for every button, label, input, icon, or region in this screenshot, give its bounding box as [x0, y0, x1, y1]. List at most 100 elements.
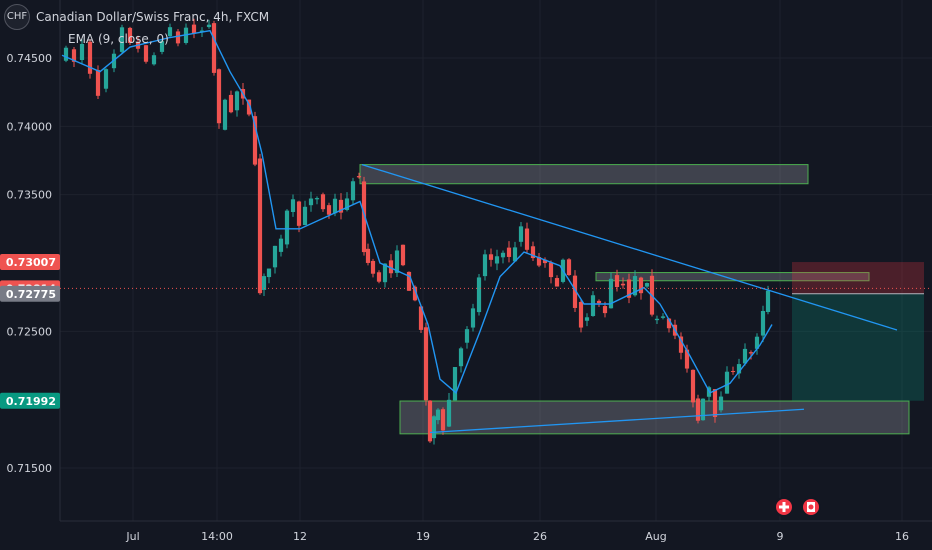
trendlines	[361, 163, 898, 434]
candle-body	[524, 228, 530, 250]
candle-body	[742, 348, 748, 364]
candle-body	[684, 349, 690, 369]
swiss-cross-h	[779, 505, 789, 509]
candle-body	[326, 205, 332, 215]
candle-body	[216, 69, 222, 124]
x-tick-label: 19	[416, 530, 430, 543]
x-tick-label: Aug	[645, 530, 666, 543]
short-position-tool[interactable]	[792, 262, 924, 401]
indicator-label[interactable]: EMA (9, close, 0)	[68, 32, 169, 46]
rectangles	[359, 164, 910, 435]
event-flags[interactable]	[774, 497, 821, 517]
candle-body	[695, 398, 701, 421]
candle-body	[344, 198, 350, 210]
candle-body	[272, 245, 278, 268]
candle-body	[638, 277, 644, 294]
candle-body	[332, 198, 338, 214]
candle-body	[412, 286, 418, 301]
candle-body	[614, 275, 620, 287]
candle-body	[620, 283, 626, 286]
candle-body	[211, 23, 217, 73]
candle-body	[654, 318, 660, 321]
candle-body	[566, 259, 572, 276]
price-tag-label: 0.72775	[6, 288, 56, 301]
x-tick-label: 9	[777, 530, 784, 543]
candle-body	[578, 301, 584, 328]
candle-body	[95, 70, 101, 96]
candle-body	[760, 310, 766, 336]
candle-body	[608, 278, 614, 309]
candle-body	[431, 416, 437, 439]
y-tick-label: 0.74500	[7, 52, 53, 65]
candle-body	[159, 41, 165, 52]
candle-body	[423, 327, 429, 401]
candle-body	[79, 43, 85, 61]
candle-body	[435, 409, 441, 421]
candle-body	[690, 369, 696, 403]
candle-body	[361, 181, 367, 253]
candle-body	[252, 116, 258, 165]
candle-body	[678, 336, 684, 353]
candle-body	[278, 238, 284, 252]
candle-body	[394, 250, 400, 273]
candle-body	[257, 158, 263, 294]
candle-body	[440, 409, 446, 431]
candle-body	[512, 247, 518, 262]
candle-body	[418, 306, 424, 330]
candle-body	[536, 257, 542, 266]
candle-body	[488, 254, 494, 260]
candle-body	[296, 201, 302, 226]
target-zone	[792, 293, 924, 401]
canada-leaf	[808, 504, 814, 510]
candle-body	[712, 389, 718, 418]
candle-body	[127, 27, 133, 43]
x-tick-label: 16	[895, 530, 909, 543]
candle-body	[63, 47, 69, 61]
candle-body	[632, 276, 638, 296]
price-tag-box	[0, 285, 60, 302]
candle-body	[119, 27, 125, 52]
candle-body	[206, 24, 212, 28]
candle-body	[284, 210, 290, 245]
candle-body	[314, 198, 320, 200]
ema-polyline	[61, 29, 773, 395]
candle-body	[602, 306, 608, 314]
trendline	[429, 408, 805, 434]
candle-body	[626, 279, 632, 298]
candle-body	[71, 49, 77, 62]
candle-body	[261, 276, 267, 290]
symbol-title[interactable]: Canadian Dollar/Swiss Franc, 4h, FXCM	[36, 10, 270, 24]
price-tag-label: 0.71992	[6, 395, 56, 408]
candle-body	[500, 252, 506, 258]
candle-body	[494, 256, 500, 264]
candle-body	[234, 91, 240, 111]
candle-body	[290, 199, 296, 213]
candle-body	[644, 283, 650, 287]
candle-body	[700, 398, 706, 421]
candle-body	[151, 55, 157, 65]
y-tick-label: 0.71500	[7, 462, 53, 475]
candle-body	[458, 348, 464, 367]
candle-body	[376, 272, 382, 282]
candle-body	[167, 27, 173, 37]
candle-body	[400, 244, 406, 266]
candle-body	[446, 399, 452, 427]
candle-body	[596, 300, 602, 304]
candle-body	[660, 316, 666, 318]
ema-line	[61, 29, 773, 395]
candle-body	[724, 371, 730, 394]
stop-zone	[792, 262, 924, 294]
currency-badge[interactable]: CHF	[4, 4, 30, 30]
zone-rectangle	[399, 400, 910, 435]
zone-rectangle	[595, 272, 870, 282]
candle-body	[308, 198, 314, 206]
candle-body	[482, 254, 488, 277]
candle-body	[666, 318, 672, 329]
x-tick-label: 26	[533, 530, 547, 543]
chart-legend: CHF Canadian Dollar/Swiss Franc, 4h, FXC…	[4, 4, 270, 46]
candle-body	[382, 263, 388, 283]
y-tick-label: 0.74000	[7, 120, 53, 133]
